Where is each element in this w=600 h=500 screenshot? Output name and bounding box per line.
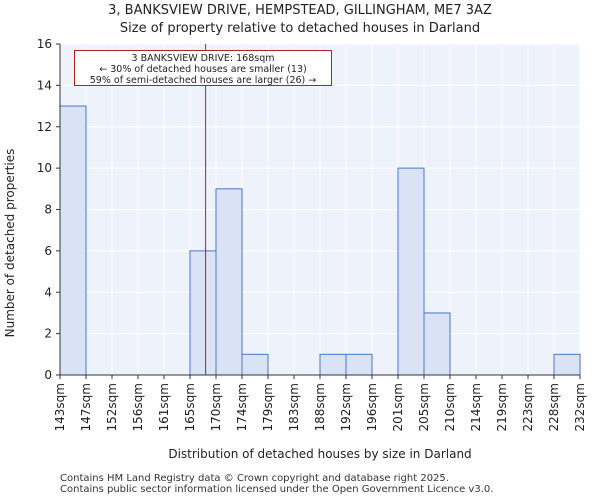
bar [423, 312, 451, 376]
y-tick-label: 16 [37, 37, 52, 51]
y-tick-label: 4 [44, 285, 52, 299]
annotation-line-1: 3 BANKSVIEW DRIVE: 168sqm [131, 53, 275, 64]
x-tick-label: 196sqm [365, 383, 379, 431]
x-tick-label: 232sqm [573, 383, 587, 431]
x-tick-label: 210sqm [443, 383, 457, 431]
grid-lines [59, 43, 581, 376]
footer-line-2: Contains public sector information licen… [60, 484, 494, 495]
y-tick-label: 12 [37, 120, 52, 134]
bar [189, 250, 217, 376]
x-tick-label: 192sqm [339, 383, 353, 431]
bar [397, 167, 425, 376]
bar [319, 353, 347, 376]
x-tick-label: 161sqm [157, 383, 171, 431]
y-tick-labels: 0 2 4 6 8 10 12 14 16 [37, 37, 60, 382]
x-tick-label: 174sqm [235, 383, 249, 431]
annotation-box: 3 BANKSVIEW DRIVE: 168sqm ← 30% of detac… [74, 50, 332, 86]
bar [215, 188, 243, 376]
x-tick-label: 152sqm [105, 383, 119, 431]
annotation-line-2: ← 30% of detached houses are smaller (13… [99, 64, 307, 75]
x-tick-label: 188sqm [313, 383, 327, 431]
y-tick-label: 10 [37, 161, 52, 175]
y-tick-label: 0 [44, 368, 52, 382]
x-tick-label: 228sqm [547, 383, 561, 431]
y-tick-label: 6 [44, 244, 52, 258]
x-tick-label: 156sqm [131, 383, 145, 431]
y-tick-label: 2 [44, 327, 52, 341]
x-tick-label: 147sqm [79, 383, 93, 431]
x-tick-label: 183sqm [287, 383, 301, 431]
x-axis-label: Distribution of detached houses by size … [168, 447, 471, 461]
y-axis-label: Number of detached properties [3, 149, 17, 338]
x-tick-label: 170sqm [209, 383, 223, 431]
x-tick-label: 179sqm [261, 383, 275, 431]
x-tick-labels: 143sqm 147sqm 152sqm 156sqm 161sqm 165sqm 170s… [53, 375, 587, 431]
y-tick-label: 8 [44, 203, 52, 217]
bar [59, 105, 87, 376]
x-tick-label: 143sqm [53, 383, 67, 431]
x-tick-label: 205sqm [417, 383, 431, 431]
footer-line-1: Contains HM Land Registry data © Crown c… [60, 473, 449, 484]
bar [345, 353, 373, 376]
bars [59, 105, 581, 376]
annotation-line-3: 59% of semi-detached houses are larger (… [89, 75, 317, 86]
x-tick-label: 219sqm [495, 383, 509, 431]
bar [553, 353, 581, 376]
x-tick-label: 223sqm [521, 383, 535, 431]
x-tick-label: 165sqm [183, 383, 197, 431]
chart-title: 3, BANKSVIEW DRIVE, HEMPSTEAD, GILLINGHA… [108, 3, 492, 18]
y-tick-label: 14 [37, 78, 52, 92]
bar [241, 353, 269, 376]
x-tick-label: 214sqm [469, 383, 483, 431]
x-tick-label: 201sqm [391, 383, 405, 431]
chart-subtitle: Size of property relative to detached ho… [119, 21, 481, 36]
